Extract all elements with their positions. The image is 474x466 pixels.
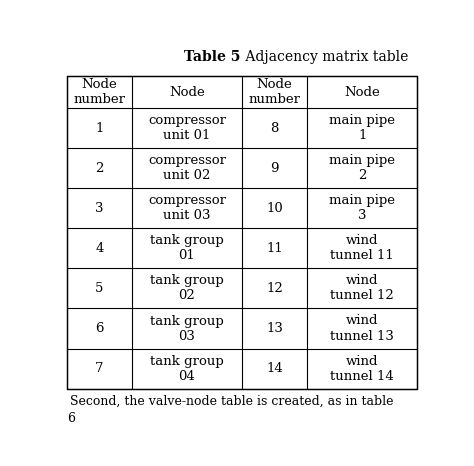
Text: tank group
03: tank group 03 — [150, 315, 224, 343]
Text: compressor
unit 01: compressor unit 01 — [148, 114, 226, 142]
Text: 6: 6 — [67, 411, 75, 425]
Text: Node: Node — [344, 86, 380, 99]
Text: 12: 12 — [266, 282, 283, 295]
Text: 5: 5 — [95, 282, 104, 295]
Text: Adjacency matrix table: Adjacency matrix table — [241, 50, 408, 64]
Text: 7: 7 — [95, 362, 104, 375]
Text: tank group
02: tank group 02 — [150, 274, 224, 302]
Text: 3: 3 — [95, 202, 104, 215]
Text: Node: Node — [169, 86, 205, 99]
Text: 2: 2 — [95, 162, 104, 175]
Text: Second, the valve-node table is created, as in table: Second, the valve-node table is created,… — [70, 395, 393, 408]
Text: wind
tunnel 13: wind tunnel 13 — [330, 315, 394, 343]
Text: tank group
04: tank group 04 — [150, 355, 224, 383]
Text: 13: 13 — [266, 322, 283, 335]
Text: wind
tunnel 12: wind tunnel 12 — [330, 274, 394, 302]
Text: wind
tunnel 11: wind tunnel 11 — [330, 234, 394, 262]
Bar — [67, 76, 417, 389]
Text: 9: 9 — [270, 162, 279, 175]
Text: 10: 10 — [266, 202, 283, 215]
Text: 1: 1 — [95, 122, 104, 135]
Text: wind
tunnel 14: wind tunnel 14 — [330, 355, 394, 383]
Text: Table 5: Table 5 — [184, 50, 241, 64]
Text: Node
number: Node number — [73, 78, 126, 106]
Text: Node
number: Node number — [248, 78, 301, 106]
Text: main pipe
3: main pipe 3 — [329, 194, 395, 222]
Text: tank group
01: tank group 01 — [150, 234, 224, 262]
Text: compressor
unit 02: compressor unit 02 — [148, 154, 226, 182]
Text: main pipe
2: main pipe 2 — [329, 154, 395, 182]
Text: 6: 6 — [95, 322, 104, 335]
Text: compressor
unit 03: compressor unit 03 — [148, 194, 226, 222]
Text: 11: 11 — [266, 242, 283, 255]
Text: 14: 14 — [266, 362, 283, 375]
Text: 8: 8 — [270, 122, 279, 135]
Text: main pipe
1: main pipe 1 — [329, 114, 395, 142]
Text: 4: 4 — [95, 242, 104, 255]
